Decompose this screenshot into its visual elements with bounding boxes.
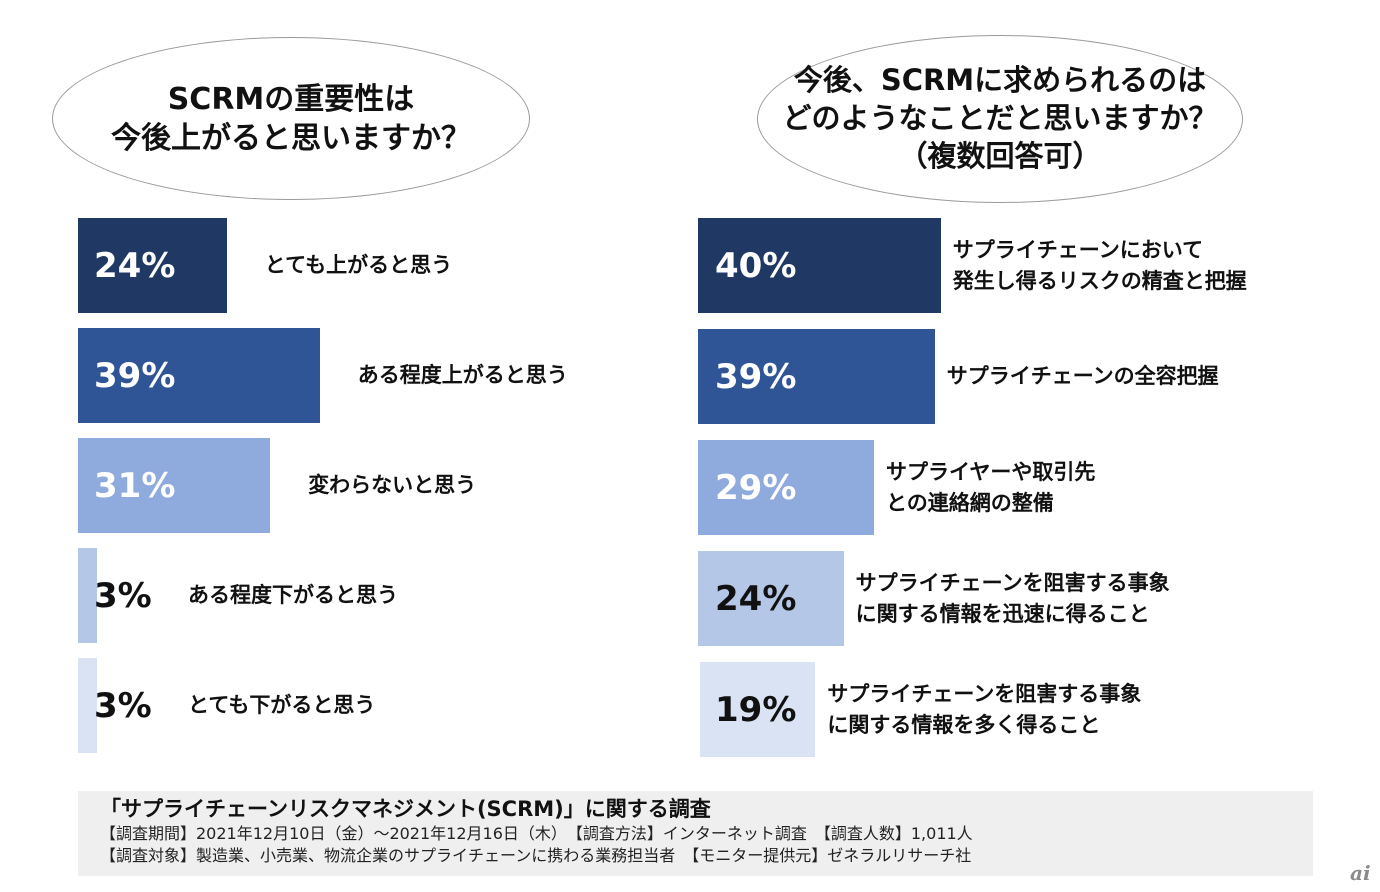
right-bar-chart: 40% サプライチェーンにおいて 発生し得るリスクの精査と把握 39% サプライチェー… [698, 218, 1380, 758]
right-bar-value-3: 29% [715, 467, 797, 508]
right-bar-4 [698, 551, 844, 646]
survey-period-line: 【調査期間】2021年12月10日（金）～2021年12月16日（木） 【調査方… [100, 824, 973, 843]
left-bar-value-3: 31% [94, 465, 176, 506]
right-bar-label-1: サプライチェーンにおいて 発生し得るリスクの精査と把握 [952, 238, 1247, 293]
right-bar-label-5: サプライチェーンを阻害する事象 に関する情報を多く得ること [827, 682, 1142, 737]
left-bar-5 [78, 658, 97, 753]
survey-target-line: 【調査対象】製造業、小売業、物流企業のサプライチェーンに携わる業務担当者 【モニ… [100, 846, 972, 865]
left-bar-value-1: 24% [94, 245, 176, 286]
left-bar-1 [78, 218, 227, 313]
right-bar-2 [698, 329, 935, 424]
right-bar-label-3: サプライヤーや取引先 との連絡網の整備 [886, 460, 1096, 515]
left-bar-4 [78, 548, 97, 643]
left-bar-label-2: ある程度上がると思う [357, 363, 568, 388]
left-question-bubble: SCRMの重要性は 今後上がると思いますか？ [52, 37, 530, 200]
left-bar-label-4: ある程度下がると思う [188, 583, 398, 608]
right-bar-value-5: 19% [715, 689, 797, 730]
left-question-text: SCRMの重要性は 今後上がると思いますか？ [111, 81, 471, 156]
left-bar-label-5: とても下がると思う [188, 693, 376, 718]
left-bar-2 [78, 328, 320, 423]
left-bar-value-5: 3% [94, 685, 152, 726]
left-bar-3 [78, 438, 271, 533]
right-bar-5 [700, 662, 816, 757]
left-bar-value-4: 3% [94, 575, 152, 616]
right-question-text: 今後、SCRMに求められるのは どのようなことだと思いますか？ （複数回答可） [782, 63, 1218, 173]
survey-title: 「サプライチェーンリスクマネジメント(SCRM)」に関する調査 [100, 797, 711, 821]
left-bar-label-1: とても上がると思う [264, 253, 453, 278]
right-bar-value-4: 24% [715, 578, 797, 619]
right-bar-3 [698, 440, 875, 535]
right-bar-1 [698, 218, 941, 313]
left-bar-value-2: 39% [94, 355, 176, 396]
survey-info-box: 「サプライチェーンリスクマネジメント(SCRM)」に関する調査 【調査期間】20… [78, 791, 1313, 876]
left-bar-label-3: 変わらないと思う [308, 473, 477, 498]
right-bar-label-2: サプライチェーンの全容把握 [946, 364, 1219, 389]
right-bar-value-2: 39% [715, 356, 797, 397]
right-question-bubble: 今後、SCRMに求められるのは どのようなことだと思いますか？ （複数回答可） [757, 35, 1243, 203]
site-logo: ai [1350, 861, 1371, 885]
left-bar-chart: 24% とても上がると思う 39% ある程度上がると思う 31% 変わらないと思う 3% ある… [78, 218, 678, 758]
right-bar-label-4: サプライチェーンを阻害する事象 に関する情報を迅速に得ること [855, 571, 1170, 626]
right-bar-value-1: 40% [715, 245, 797, 286]
